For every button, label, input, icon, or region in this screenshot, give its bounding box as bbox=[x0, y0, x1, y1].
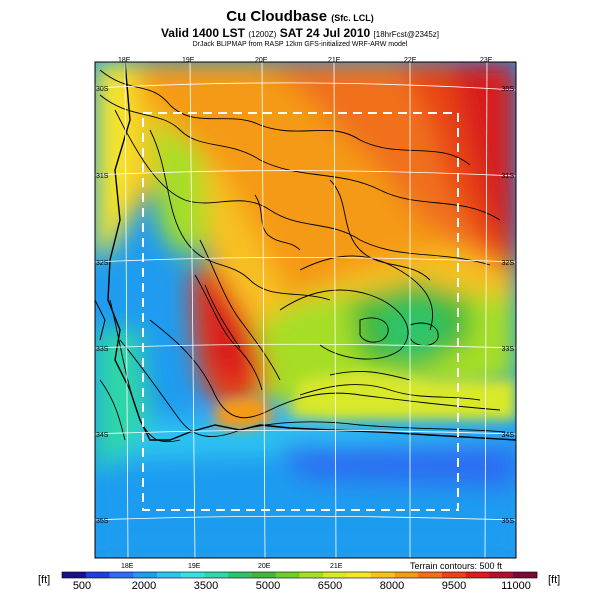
colorbar-segment bbox=[109, 572, 134, 578]
colorbar-unit-right: [ft] bbox=[548, 574, 560, 586]
colorbar-segment bbox=[489, 572, 514, 578]
colorbar-segment bbox=[442, 572, 467, 578]
colorbar-tick-label: 5000 bbox=[256, 580, 280, 592]
colorbar-segment bbox=[513, 572, 538, 578]
lon-label-bottom: 21E bbox=[330, 563, 343, 570]
colorbar-tick-label: 500 bbox=[73, 580, 91, 592]
coastline bbox=[107, 62, 516, 441]
colorbar-segment bbox=[394, 572, 419, 578]
inner-domain-boundary bbox=[142, 112, 459, 511]
lat-label-right: 31S bbox=[502, 173, 515, 180]
colorbar-segment bbox=[370, 572, 395, 578]
colorbar-segment bbox=[275, 572, 300, 578]
colorbar-unit-left: [ft] bbox=[38, 574, 50, 586]
lat-label-left: 35S bbox=[96, 518, 109, 525]
title-main: Cu Cloudbase bbox=[226, 8, 328, 25]
colorbar-tick-label: 2000 bbox=[132, 580, 156, 592]
lat-label-right: 33S bbox=[502, 346, 515, 353]
colorbar-segment bbox=[133, 572, 158, 578]
lon-label-top: 21E bbox=[328, 57, 341, 64]
map-title: Cu Cloudbase (Sfc. LCL) bbox=[0, 8, 600, 25]
lat-label-left: 32S bbox=[96, 260, 109, 267]
valid-label: Valid 1400 LST bbox=[160, 26, 245, 40]
map-frame bbox=[94, 61, 517, 559]
valid-date: SAT 24 Jul 2010 bbox=[279, 26, 371, 40]
colorbar-frame bbox=[61, 571, 538, 579]
lon-label-top: 18E bbox=[118, 57, 131, 64]
lat-label-left: 34S bbox=[96, 432, 109, 439]
colorbar-segment bbox=[465, 572, 490, 578]
colorbar-segment bbox=[252, 572, 277, 578]
colorbar-segment bbox=[418, 572, 443, 578]
cloudbase-field bbox=[95, 62, 516, 558]
colorbar bbox=[61, 571, 538, 579]
lon-label-bottom: 19E bbox=[188, 563, 201, 570]
lon-label-top: 22E bbox=[404, 57, 417, 64]
graticule bbox=[95, 62, 516, 558]
colorbar-segment bbox=[157, 572, 182, 578]
colorbar-tick-label: 8000 bbox=[380, 580, 404, 592]
colorbar-segment bbox=[228, 572, 253, 578]
colorbar-tick-label: 6500 bbox=[318, 580, 342, 592]
lat-label-left: 33S bbox=[96, 346, 109, 353]
terrain-contour-note: Terrain contours: 500 ft bbox=[410, 561, 503, 571]
lon-label-top: 20E bbox=[255, 57, 268, 64]
colorbar-tick-label: 3500 bbox=[194, 580, 218, 592]
lon-label-top: 19E bbox=[182, 57, 195, 64]
colorbar-tick-label: 9500 bbox=[442, 580, 466, 592]
colorbar-segment bbox=[85, 572, 110, 578]
colorbar-segment bbox=[347, 572, 372, 578]
colorbar-segment bbox=[299, 572, 324, 578]
lon-label-top: 23E bbox=[480, 57, 493, 64]
model-source: DrJack BLIPMAP from RASP 12km GFS-initia… bbox=[192, 41, 408, 48]
valid-code: (1200Z) bbox=[248, 30, 277, 39]
lat-label-right: 34S bbox=[502, 432, 515, 439]
colorbar-segment bbox=[204, 572, 229, 578]
lat-label-left: 31S bbox=[96, 173, 109, 180]
valid-time: Valid 1400 LST (1200Z) SAT 24 Jul 2010 [… bbox=[0, 26, 600, 40]
forecast-label: [18hrFcst@2345z] bbox=[373, 30, 440, 39]
colorbar-segment bbox=[180, 572, 205, 578]
colorbar-segment bbox=[62, 572, 87, 578]
lat-label-right: 30S bbox=[502, 86, 515, 93]
lat-label-right: 35S bbox=[502, 518, 515, 525]
lon-label-bottom: 18E bbox=[121, 563, 134, 570]
colorbar-segment bbox=[323, 572, 348, 578]
title-main-suffix: (Sfc. LCL) bbox=[331, 13, 374, 23]
lon-label-bottom: 20E bbox=[258, 563, 271, 570]
lat-label-right: 32S bbox=[502, 260, 515, 267]
colorbar-tick-label: 11000 bbox=[501, 580, 531, 592]
lat-label-left: 30S bbox=[96, 86, 109, 93]
